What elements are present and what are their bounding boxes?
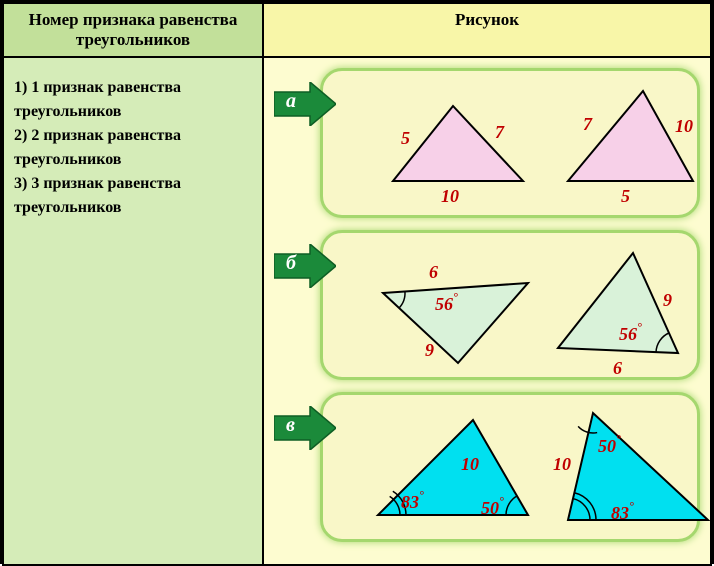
value-label: 7 [583,115,592,133]
right-cell: а 5 7 10 7 10 5 б 6 56 9 9 56 6 в 83 10 50 50 10 83 [263,57,711,565]
panel-b: 6 56 9 9 56 6 [320,230,700,380]
arrow-label: а [286,90,296,113]
value-label: 6 [429,263,438,281]
page-wrap: Номер признака равенства треугольников Р… [0,0,714,564]
value-label: 83 [401,491,424,511]
value-label: 56 [435,293,458,313]
panel-row-a: а 5 7 10 7 10 5 [274,68,700,218]
value-label: 83 [611,502,634,522]
panel-row-c: в 83 10 50 50 10 83 [274,392,700,542]
value-label: 10 [675,117,693,135]
criterion-item: 2) 2 признак равенства треугольников [14,124,254,172]
value-label: 5 [621,187,630,205]
arrow-label: в [286,414,295,437]
criterion-item: 1) 1 признак равенства треугольников [14,76,254,124]
value-label: 7 [495,123,504,141]
value-label: 9 [425,341,434,359]
value-label: 50 [598,435,621,455]
value-label: 50 [481,497,504,517]
value-label: 56 [619,323,642,343]
value-label: 9 [663,291,672,309]
value-label: 5 [401,129,410,147]
value-label: 10 [441,187,459,205]
criterion-item: 3) 3 признак равенства треугольников [14,172,254,220]
panel-c: 83 10 50 50 10 83 [320,392,700,542]
panel-row-b: б 6 56 9 9 56 6 [274,230,700,380]
value-label: 10 [553,455,571,473]
value-label: 10 [461,455,479,473]
main-table: Номер признака равенства треугольников Р… [2,2,712,566]
value-label: 6 [613,359,622,377]
arrow-icon [274,406,336,450]
arrow-icon [274,82,336,126]
header-left: Номер признака равенства треугольников [3,3,263,57]
left-cell: 1) 1 признак равенства треугольников2) 2… [3,57,263,565]
arrow-icon [274,244,336,288]
panel-a: 5 7 10 7 10 5 [320,68,700,218]
arrow-label: б [286,252,296,275]
header-right: Рисунок [263,3,711,57]
